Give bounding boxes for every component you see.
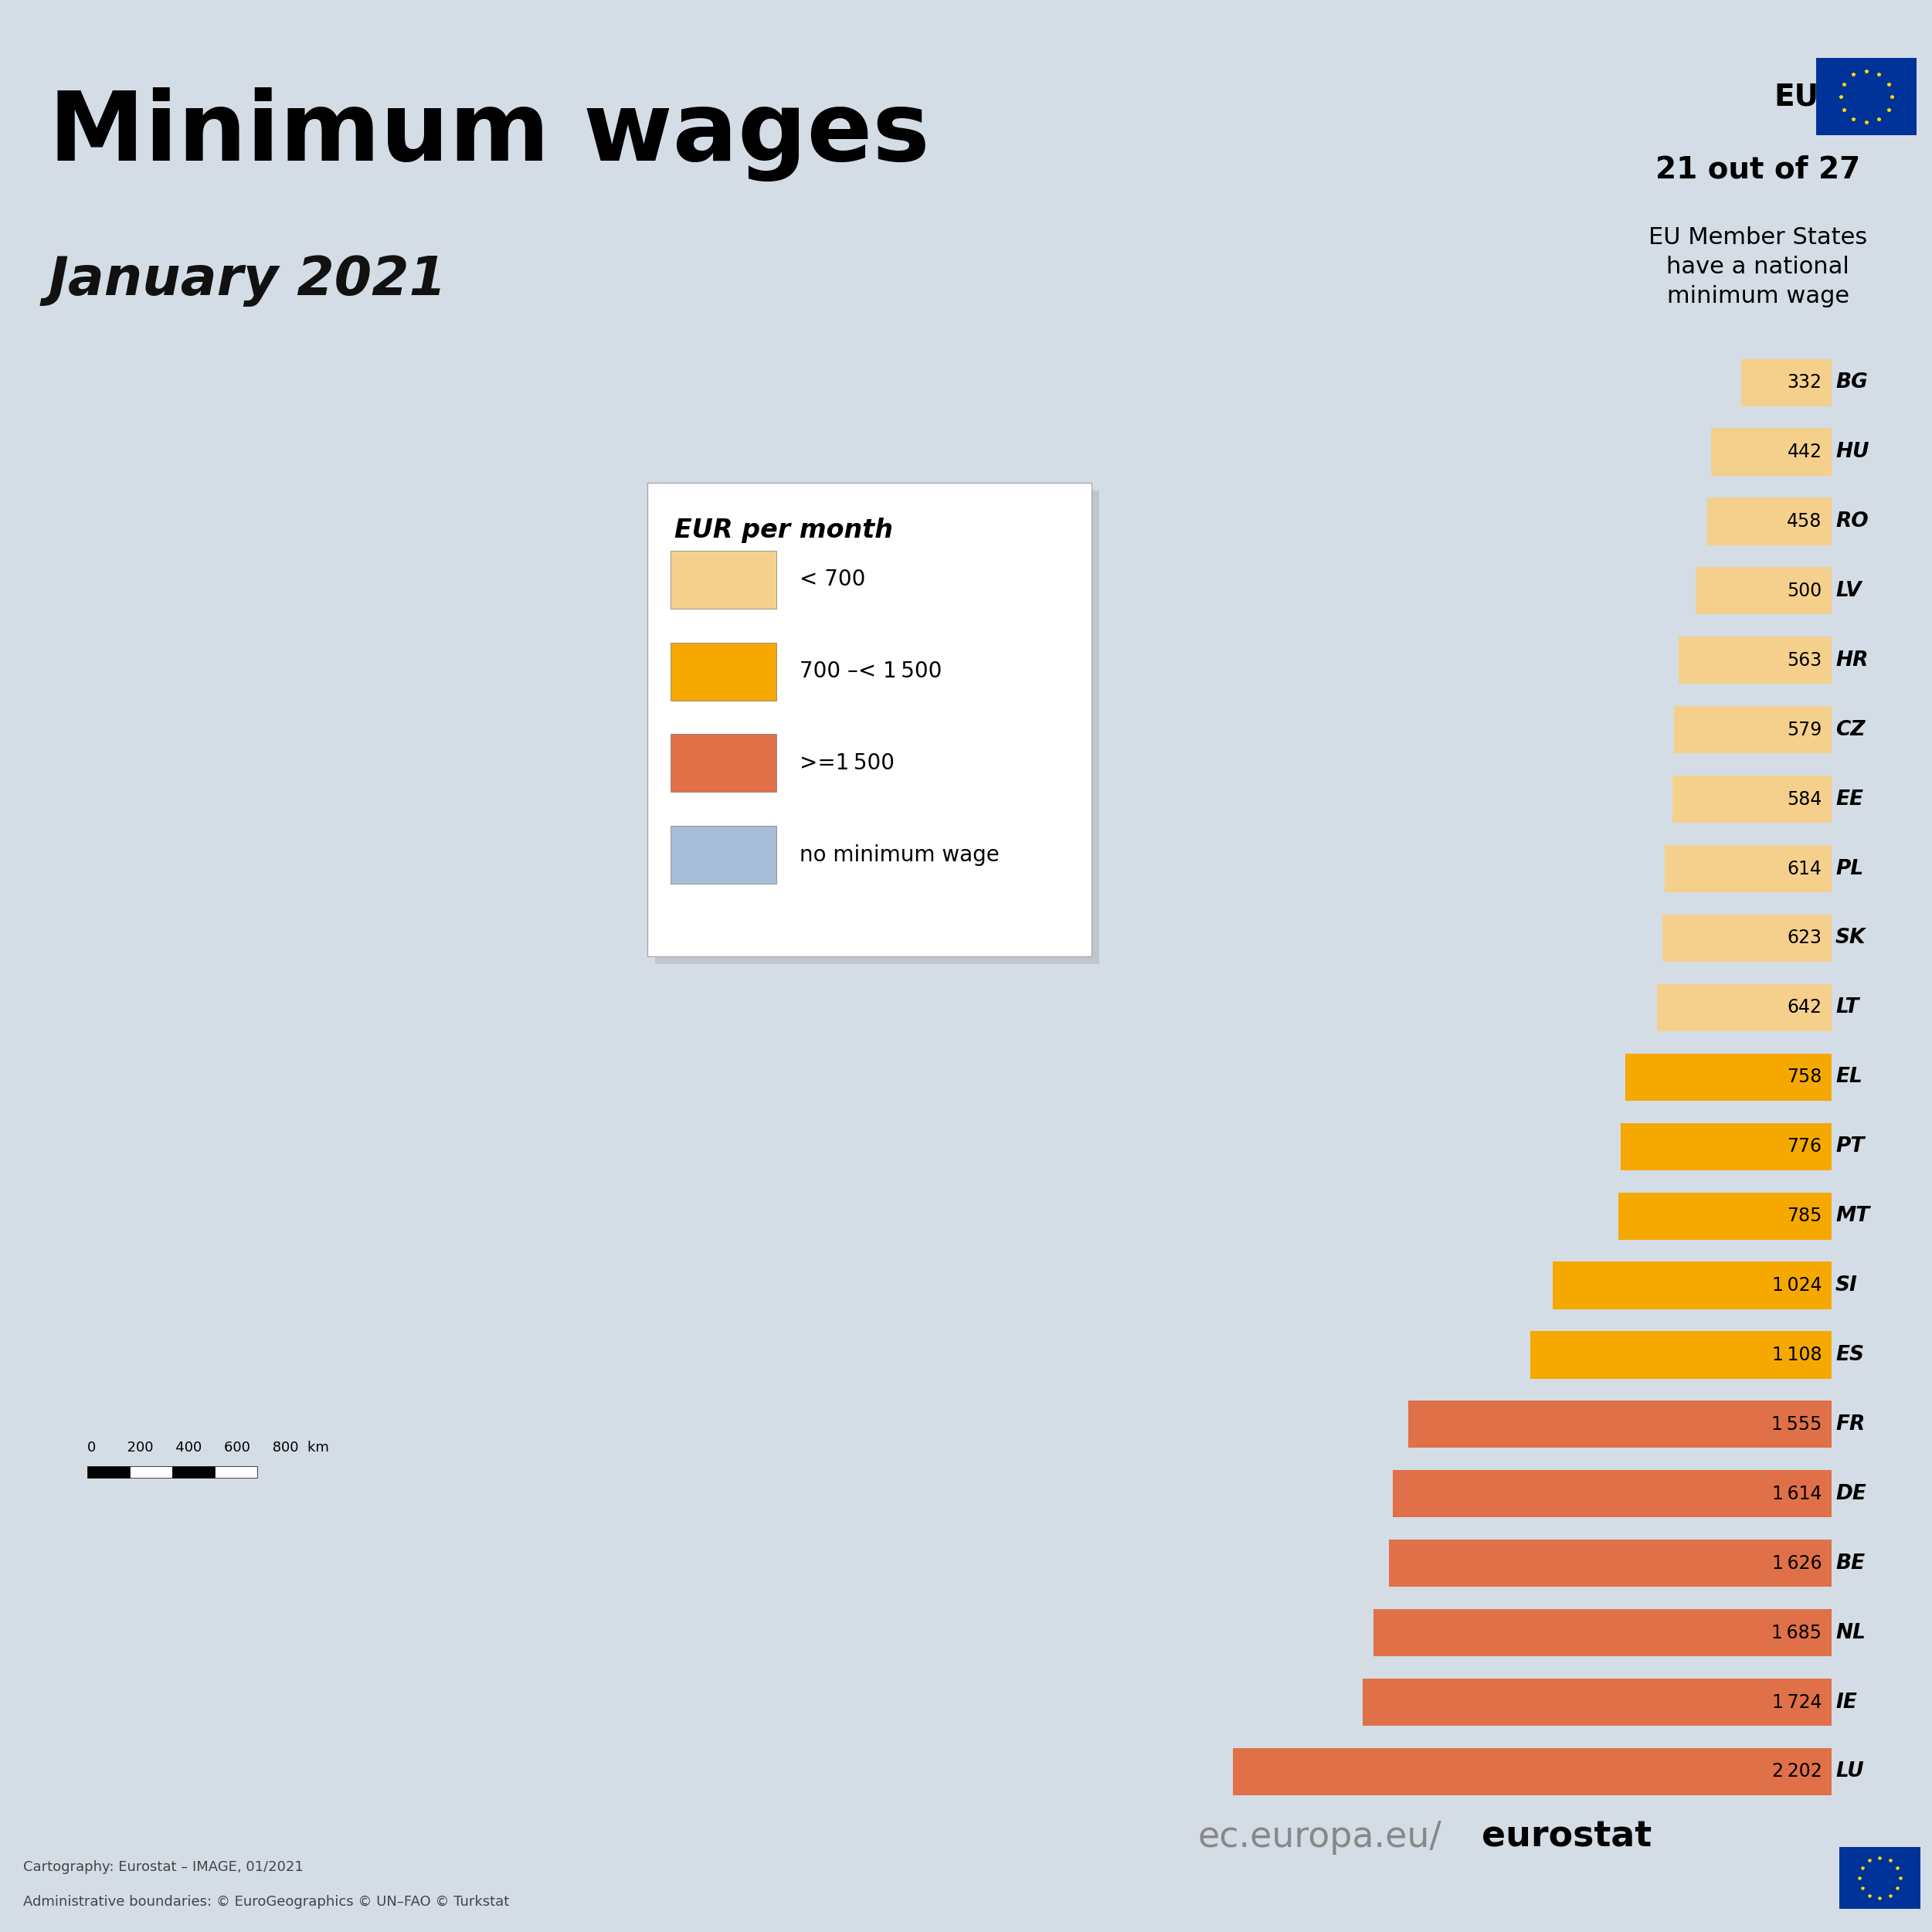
Text: LV: LV [1835,582,1861,601]
Bar [1673,707,1832,753]
Bar [129,1466,172,1478]
Bar [1389,1540,1832,1586]
Bar [655,491,1099,964]
Bar [1408,1401,1832,1447]
Bar [1665,844,1832,893]
Text: EU Member States
have a national
minimum wage: EU Member States have a national minimum… [1648,226,1868,307]
Text: 1 024: 1 024 [1772,1277,1822,1294]
Text: SI: SI [1835,1275,1859,1296]
Text: NL: NL [1835,1623,1866,1642]
Bar [1362,1679,1832,1725]
Text: no minimum wage: no minimum wage [800,844,999,866]
Text: SK: SK [1835,927,1866,949]
Bar [670,551,777,609]
Text: eurostat: eurostat [1482,1820,1652,1855]
Bar [214,1466,257,1478]
Text: >=1 500: >=1 500 [800,752,895,775]
Bar [1696,568,1832,614]
Bar [1662,914,1832,962]
Text: Minimum wages: Minimum wages [48,87,929,182]
Text: DE: DE [1835,1484,1866,1503]
Bar [1658,983,1832,1032]
Bar [1816,58,1917,135]
Text: 1 555: 1 555 [1772,1414,1822,1434]
Text: 500: 500 [1787,582,1822,601]
Bar [1673,775,1832,823]
Text: 1 626: 1 626 [1772,1553,1822,1573]
Text: PL: PL [1835,858,1862,879]
Text: 614: 614 [1787,860,1822,877]
Text: < 700: < 700 [800,568,866,591]
Bar [1625,1053,1832,1101]
Text: 700 –< 1 500: 700 –< 1 500 [800,661,943,682]
Bar [647,483,1092,956]
Bar [1712,429,1832,475]
Text: 2 202: 2 202 [1772,1762,1822,1781]
Text: EE: EE [1835,788,1862,810]
Bar [1741,359,1832,406]
Bar [1679,638,1832,684]
Bar [1621,1122,1832,1171]
Text: 1 724: 1 724 [1772,1692,1822,1712]
Text: FR: FR [1835,1414,1864,1434]
Text: 21 out of 27: 21 out of 27 [1656,155,1861,184]
Text: 332: 332 [1787,373,1822,392]
Text: HR: HR [1835,651,1868,670]
Text: EU: EU [1774,81,1818,112]
Text: Cartography: Eurostat – IMAGE, 01/2021: Cartography: Eurostat – IMAGE, 01/2021 [23,1861,303,1874]
Text: LT: LT [1835,997,1859,1018]
Text: 584: 584 [1787,790,1822,808]
Text: 442: 442 [1787,442,1822,462]
Text: EUR per month: EUR per month [674,518,893,543]
Text: BG: BG [1835,373,1868,392]
Bar [670,827,777,885]
Bar [87,1466,129,1478]
Bar [1708,498,1832,545]
Text: January 2021: January 2021 [48,255,446,307]
Text: 785: 785 [1787,1208,1822,1225]
Text: 458: 458 [1787,512,1822,531]
Bar [1393,1470,1832,1517]
Text: 1 685: 1 685 [1772,1623,1822,1642]
Text: Administrative boundaries: © EuroGeographics © UN–FAO © Turkstat: Administrative boundaries: © EuroGeograp… [23,1895,510,1909]
Text: 623: 623 [1787,929,1822,947]
Text: BE: BE [1835,1553,1864,1573]
Text: 642: 642 [1787,999,1822,1016]
Bar [1839,1847,1920,1909]
Bar [670,734,777,792]
Bar [1233,1748,1832,1795]
Text: 579: 579 [1787,721,1822,740]
Text: 0       200     400     600     800  km: 0 200 400 600 800 km [87,1441,328,1455]
Text: 1 614: 1 614 [1772,1484,1822,1503]
Text: ES: ES [1835,1345,1864,1366]
Text: PT: PT [1835,1136,1864,1157]
Bar [1553,1262,1832,1310]
Text: 776: 776 [1787,1138,1822,1155]
Text: RO: RO [1835,512,1868,531]
Bar [172,1466,214,1478]
Text: HU: HU [1835,442,1868,462]
Text: ec.europa.eu/: ec.europa.eu/ [1198,1820,1441,1855]
Bar [1617,1192,1832,1240]
Text: LU: LU [1835,1762,1864,1781]
Bar [1530,1331,1832,1379]
Text: 758: 758 [1787,1068,1822,1086]
Bar [670,641,777,699]
Text: 1 108: 1 108 [1772,1347,1822,1364]
Text: EL: EL [1835,1066,1862,1088]
Text: 563: 563 [1787,651,1822,670]
Text: CZ: CZ [1835,721,1864,740]
Text: MT: MT [1835,1206,1870,1227]
Text: IE: IE [1835,1692,1857,1712]
Bar [1374,1609,1832,1656]
